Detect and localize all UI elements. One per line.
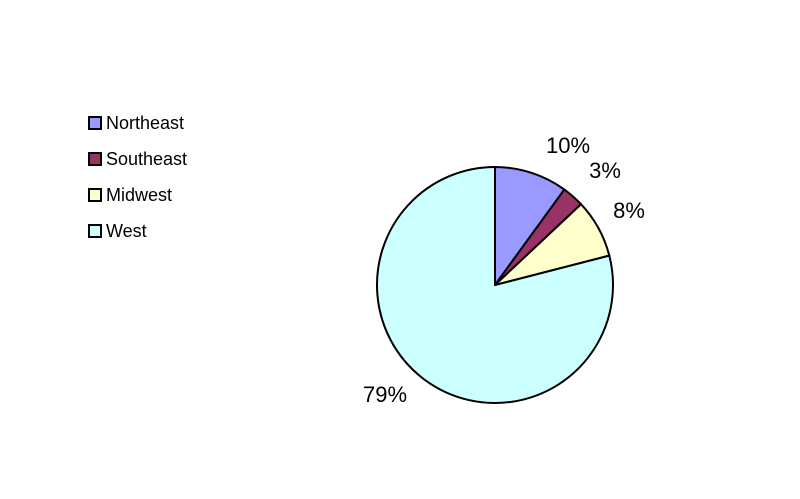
legend: Northeast Southeast Midwest West <box>88 105 187 249</box>
legend-label: West <box>106 220 147 241</box>
data-label: 3% <box>589 158 621 183</box>
legend-swatch <box>88 152 102 166</box>
legend-swatch <box>88 188 102 202</box>
legend-item: Midwest <box>88 177 187 213</box>
legend-label: Midwest <box>106 184 173 205</box>
legend-item: West <box>88 213 187 249</box>
data-label: 79% <box>363 382 407 407</box>
legend-item: Northeast <box>88 105 187 141</box>
data-label: 10% <box>546 133 590 158</box>
legend-swatch <box>88 224 102 238</box>
legend-item: Southeast <box>88 141 187 177</box>
data-label: 8% <box>613 198 645 223</box>
legend-swatch <box>88 116 102 130</box>
pie-slice-northeast <box>494 165 566 289</box>
legend-label: Northeast <box>106 112 185 133</box>
pie-slice-west <box>376 165 614 404</box>
legend-label: Southeast <box>106 148 188 169</box>
